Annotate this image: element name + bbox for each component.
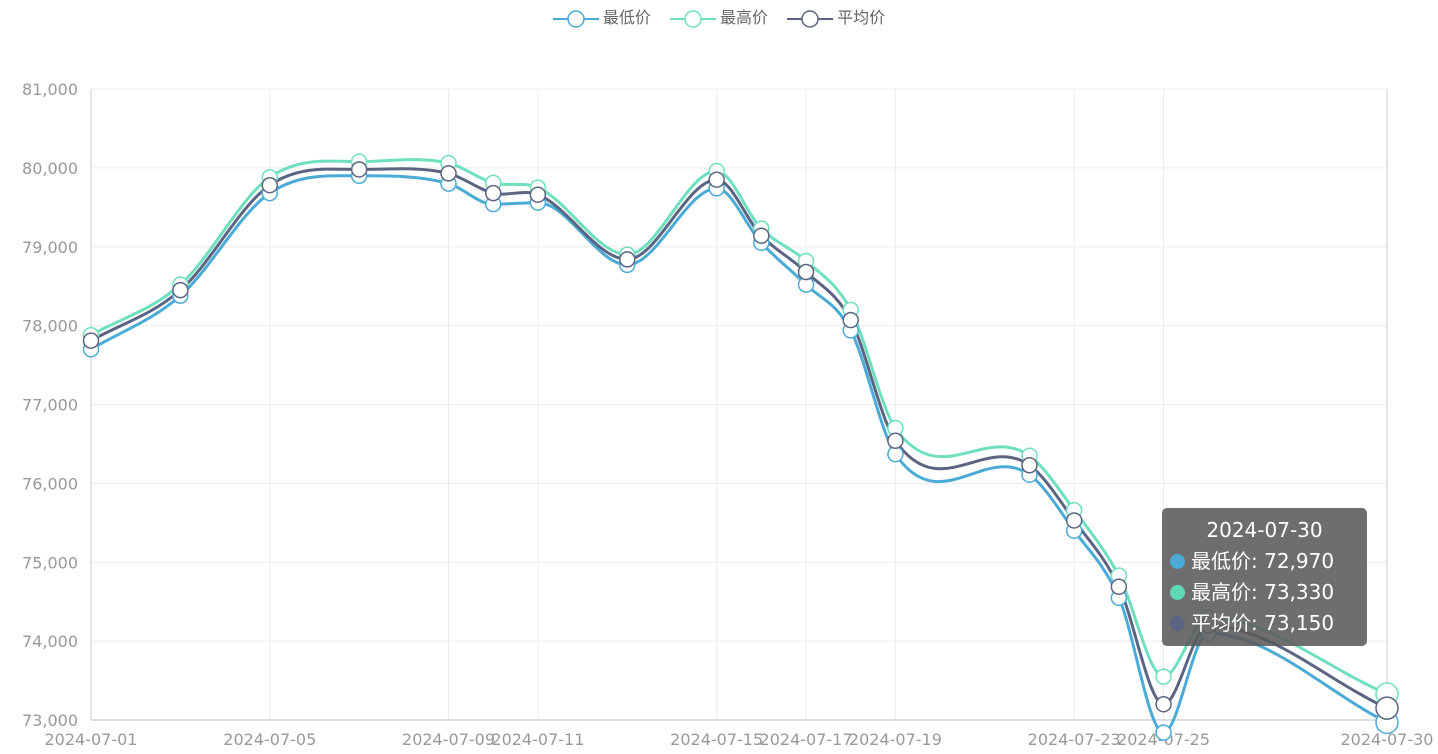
series-points bbox=[82, 153, 1399, 741]
legend-label-high: 最高价 bbox=[719, 8, 768, 27]
legend-marker-avg bbox=[787, 9, 834, 28]
x-tick-label: 2024-07-19 bbox=[849, 730, 942, 749]
tooltip-title: 2024-07-30 bbox=[1206, 518, 1323, 542]
legend-label-low: 最低价 bbox=[602, 8, 651, 27]
point-avg bbox=[708, 171, 725, 188]
x-tick-label: 2024-07-09 bbox=[402, 730, 495, 749]
point-avg bbox=[1375, 696, 1399, 720]
y-tick-label: 80,000 bbox=[22, 159, 78, 178]
legend-label-avg: 平均价 bbox=[837, 8, 886, 27]
tooltip-dot-high bbox=[1170, 584, 1185, 600]
point-avg bbox=[1155, 695, 1172, 713]
point-avg bbox=[619, 251, 636, 268]
x-tick-label: 2024-07-11 bbox=[491, 730, 584, 749]
legend-marker-low bbox=[552, 9, 599, 28]
legend-item-high[interactable]: 最高价 bbox=[669, 4, 768, 29]
tooltip-row-low: 最低价: 72,970 bbox=[1170, 546, 1367, 577]
x-tick-label: 2024-07-05 bbox=[223, 730, 316, 749]
tooltip-label-high: 最高价: 73,330 bbox=[1191, 580, 1335, 604]
point-avg bbox=[440, 165, 457, 182]
point-avg bbox=[797, 263, 815, 281]
tooltip-label-low: 最低价: 72,970 bbox=[1191, 549, 1335, 573]
point-avg bbox=[887, 432, 904, 450]
point-high bbox=[1155, 668, 1172, 685]
y-tick-label: 79,000 bbox=[22, 238, 78, 257]
tooltip-dot-avg bbox=[1170, 615, 1185, 631]
point-avg bbox=[350, 161, 368, 178]
tooltip-dot-low bbox=[1170, 553, 1185, 569]
chart-legend: 最低价 最高价 平均价 bbox=[0, 4, 1438, 29]
tooltip: 2024-07-30 最低价: 72,970 最高价: 73,330 平均价: … bbox=[1162, 508, 1367, 646]
y-tick-label: 81,000 bbox=[22, 80, 78, 99]
point-avg bbox=[172, 281, 189, 299]
point-low bbox=[1155, 724, 1172, 741]
point-avg bbox=[1065, 512, 1083, 529]
y-tick-label: 78,000 bbox=[22, 317, 78, 336]
point-avg bbox=[261, 176, 279, 194]
legend-item-low[interactable]: 最低价 bbox=[552, 4, 651, 29]
point-avg bbox=[529, 186, 547, 203]
x-tick-label: 2024-07-23 bbox=[1028, 730, 1121, 749]
legend-marker-high bbox=[669, 9, 716, 28]
axes: 73,000 74,000 75,000 76,000 77,000 78,000 79,0… bbox=[22, 80, 1433, 749]
point-avg bbox=[842, 311, 859, 329]
legend-item-avg[interactable]: 平均价 bbox=[787, 4, 885, 29]
point-avg bbox=[82, 332, 100, 349]
x-tick-label: 2024-07-17 bbox=[760, 730, 853, 749]
y-tick-label: 74,000 bbox=[22, 632, 78, 651]
point-avg bbox=[1021, 456, 1038, 474]
point-avg bbox=[1110, 578, 1128, 595]
x-tick-label: 2024-07-30 bbox=[1341, 730, 1434, 749]
y-tick-label: 75,000 bbox=[22, 553, 78, 572]
tooltip-label-avg: 平均价: 73,150 bbox=[1191, 611, 1335, 635]
x-tick-label: 2024-07-01 bbox=[45, 730, 138, 749]
x-tick-label: 2024-07-15 bbox=[670, 730, 763, 749]
series-lines bbox=[90, 158, 1388, 735]
point-avg bbox=[484, 184, 502, 202]
tooltip-row-avg: 平均价: 73,150 bbox=[1170, 608, 1367, 639]
y-tick-label: 76,000 bbox=[22, 474, 78, 493]
y-tick-label: 77,000 bbox=[22, 396, 78, 415]
point-avg bbox=[753, 227, 770, 244]
y-tick-label: 73,000 bbox=[22, 711, 78, 730]
tooltip-row-high: 最高价: 73,330 bbox=[1170, 577, 1367, 608]
